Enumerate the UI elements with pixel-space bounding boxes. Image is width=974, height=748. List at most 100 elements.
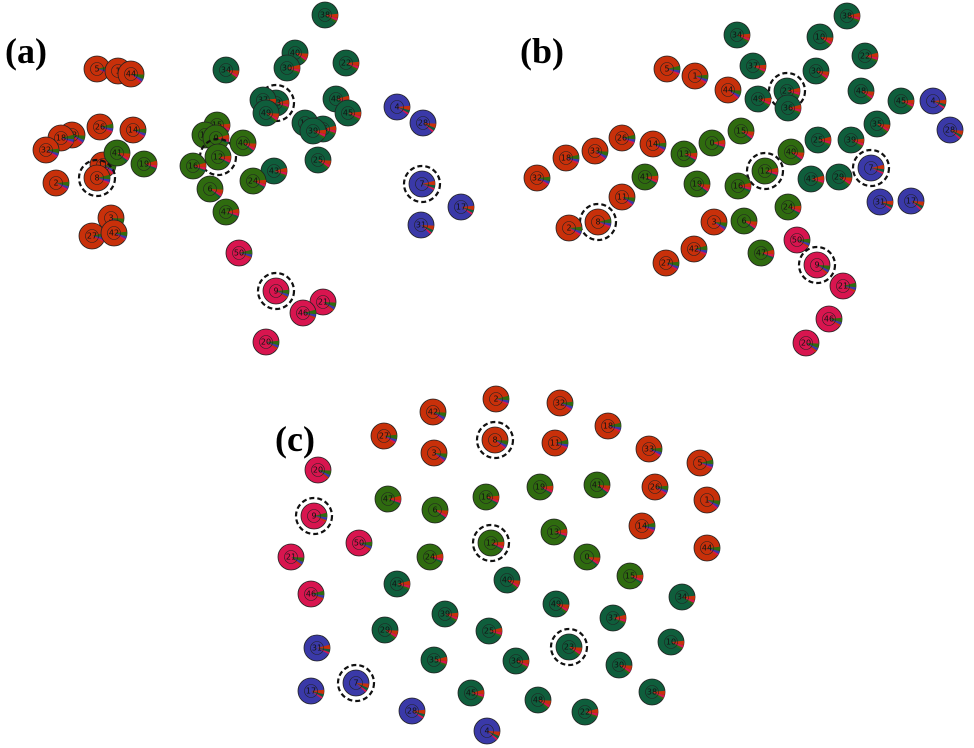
node-pie-slice (253, 181, 266, 187)
highlight-ring (745, 151, 785, 191)
node-pie-slice (613, 618, 626, 625)
node-pie-slice (133, 130, 145, 138)
node-inner-ring (211, 150, 225, 164)
node-pie-slice (728, 90, 740, 98)
node-pie-slice (630, 576, 643, 582)
node: 18 (552, 144, 580, 172)
node-label: 38 (842, 12, 852, 21)
node-inner-ring (591, 215, 605, 229)
node-pie-slice (423, 123, 435, 131)
node-pie-slice (712, 143, 725, 150)
node-label: 38 (320, 11, 330, 20)
node-inner-ring (427, 653, 441, 667)
node-pie-slice (397, 584, 410, 591)
node-pie-slice (359, 543, 371, 551)
node: 23 (549, 627, 589, 667)
node-inner-ring (454, 200, 468, 214)
node-inner-ring (737, 214, 751, 228)
node-pie-slice (72, 135, 83, 145)
node-inner-ring (553, 396, 567, 410)
node-pie-slice (817, 265, 829, 273)
node-pie-slice (56, 183, 69, 189)
node-inner-ring (707, 215, 721, 229)
node-label: 50 (354, 539, 364, 548)
node: 43 (383, 570, 411, 598)
node-pie-slice (666, 263, 679, 269)
node-label: 16 (481, 493, 491, 502)
node-pie-slice (744, 221, 756, 229)
node-label: 3 (108, 214, 113, 223)
node: 4 (383, 93, 411, 121)
node-pie-slice (385, 630, 398, 636)
node-pie-slice (97, 178, 110, 185)
node-label: 27 (661, 259, 671, 268)
node-pie-slice (811, 179, 824, 186)
node-label: 17 (306, 687, 316, 696)
node-inner-ring (296, 306, 310, 320)
node-inner-ring (601, 419, 615, 433)
highlight-ring (256, 271, 296, 311)
node: 38 (833, 2, 861, 30)
node-pie-slice (423, 123, 436, 129)
node-pie-slice (684, 154, 697, 160)
node-inner-ring (606, 611, 620, 625)
node-pie-slice (318, 160, 330, 168)
node-inner-ring (415, 177, 429, 191)
node-pie-slice (666, 263, 678, 271)
node-label: 14 (637, 522, 647, 531)
node-inner-ring (677, 147, 691, 161)
node-label: 39 (846, 136, 856, 145)
node-inner-ring (590, 478, 604, 492)
node-pie-slice (433, 412, 446, 418)
node-label: 38 (647, 688, 657, 697)
node-inner-ring (489, 392, 503, 406)
node-pie-slice (287, 68, 300, 75)
node-inner-ring (232, 246, 246, 260)
node-pie-slice (46, 150, 58, 158)
node: 33 (635, 435, 663, 463)
node-inner-ring (531, 693, 545, 707)
node-label: 45 (343, 109, 353, 118)
node: 31 (407, 211, 435, 239)
node-pie-slice (700, 463, 713, 470)
node-pie-slice (487, 731, 499, 739)
node: 10 (657, 628, 685, 656)
node-pie-slice (741, 131, 753, 139)
node: 46 (289, 299, 317, 327)
node-pie-slice (655, 487, 668, 493)
node-label: 24 (425, 553, 435, 562)
node-pie-slice (538, 700, 550, 708)
node-pie-slice (516, 661, 528, 669)
node-pie-slice (671, 642, 684, 648)
node: 2 (555, 214, 583, 242)
node-pie-slice (911, 201, 922, 211)
node-inner-ring (648, 480, 662, 494)
node: 33 (581, 137, 609, 165)
node-label: 0 (584, 553, 589, 562)
node: 13 (670, 140, 698, 168)
node-label: 25 (484, 627, 494, 636)
node-pie-slice (649, 449, 661, 457)
node-pie-slice (507, 580, 518, 590)
node-label: 23 (782, 87, 792, 96)
node: 21 (309, 288, 337, 316)
node-pie-slice (434, 453, 447, 459)
node-pie-slice (653, 144, 665, 152)
node-pie-slice (193, 166, 206, 173)
node-pie-slice (587, 557, 598, 567)
node-pie-slice (871, 168, 884, 175)
highlight-ring (294, 496, 334, 536)
node-pie-slice (791, 152, 804, 158)
node-inner-ring (304, 587, 318, 601)
node-inner-ring (734, 124, 748, 138)
node-label: 19 (535, 483, 545, 492)
node-pie-slice (239, 253, 252, 260)
node-pie-slice (791, 152, 803, 160)
node-inner-ring (203, 182, 217, 196)
node: 12 (745, 151, 785, 191)
node-label: 21 (286, 553, 296, 562)
node-label: 4 (484, 727, 489, 736)
node-pie-slice (495, 440, 506, 450)
node: 14 (628, 512, 656, 540)
node-label: 27 (379, 432, 389, 441)
